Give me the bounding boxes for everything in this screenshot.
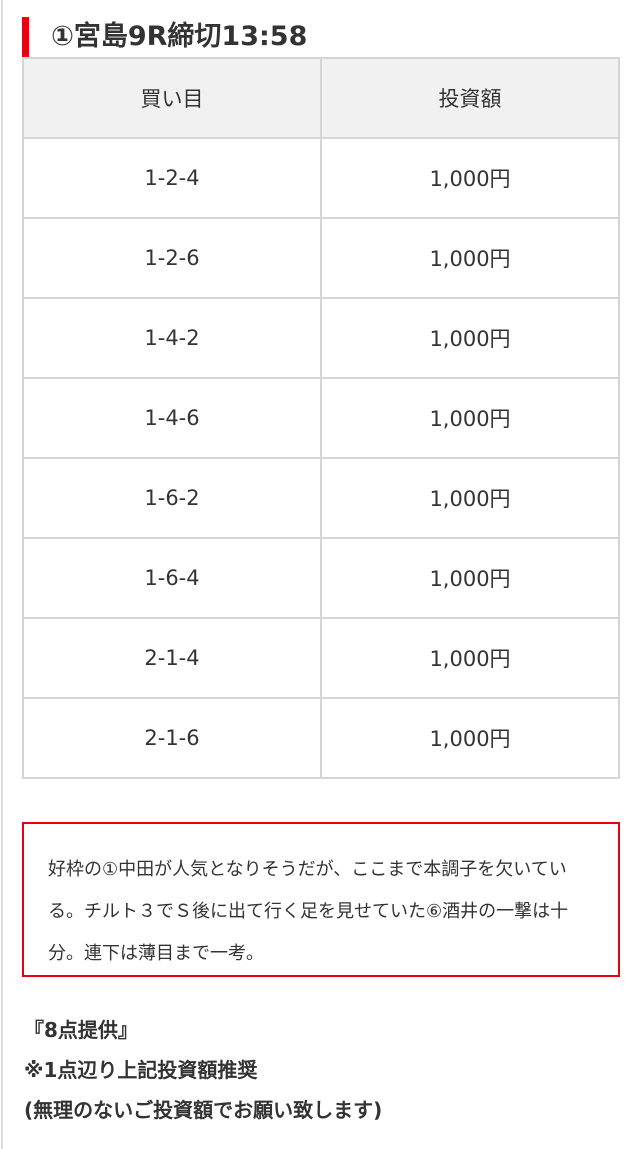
amount-cell: 1,000円 bbox=[320, 217, 620, 299]
amount-cell: 1,000円 bbox=[320, 457, 620, 539]
combination-cell: 1-2-4 bbox=[22, 137, 322, 219]
recommendation-note: ※1点辺り上記投資額推奨 bbox=[24, 1058, 258, 1082]
combination-cell: 2-1-6 bbox=[22, 697, 322, 779]
amount-cell: 1,000円 bbox=[320, 617, 620, 699]
header-amount: 投資額 bbox=[320, 57, 620, 139]
table-row: 1-2-4 1,000円 bbox=[22, 137, 620, 219]
comment-text: 好枠の①中田が人気となりそうだが、ここまで本調子を欠いている。チルト３でＳ後に出… bbox=[48, 859, 569, 964]
amount-cell: 1,000円 bbox=[320, 297, 620, 379]
combination-cell: 1-2-6 bbox=[22, 217, 322, 299]
disclaimer-note: (無理のないご投資額でお願い致します) bbox=[24, 1098, 383, 1122]
combination-cell: 2-1-4 bbox=[22, 617, 322, 699]
amount-cell: 1,000円 bbox=[320, 377, 620, 459]
amount-cell: 1,000円 bbox=[320, 137, 620, 219]
table-row: 1-6-2 1,000円 bbox=[22, 457, 620, 539]
header-combination: 買い目 bbox=[22, 57, 322, 139]
amount-cell: 1,000円 bbox=[320, 537, 620, 619]
bet-table: 買い目 投資額 1-2-4 1,000円 1-2-6 1,000円 1-4-2 1,0… bbox=[22, 57, 620, 779]
table-row: 1-4-6 1,000円 bbox=[22, 377, 620, 459]
comment-box: 好枠の①中田が人気となりそうだが、ここまで本調子を欠いている。チルト３でＳ後に出… bbox=[22, 822, 620, 977]
footer-notes: 『8点提供』 ※1点辺り上記投資額推奨 (無理のないご投資額でお願い致します) bbox=[24, 1010, 382, 1130]
combination-cell: 1-6-4 bbox=[22, 537, 322, 619]
race-title: ①宮島9R締切13:58 bbox=[22, 17, 307, 68]
table-header-row: 買い目 投資額 bbox=[22, 57, 620, 139]
table-row: 2-1-4 1,000円 bbox=[22, 617, 620, 699]
combination-cell: 1-4-6 bbox=[22, 377, 322, 459]
table-row: 1-4-2 1,000円 bbox=[22, 297, 620, 379]
combination-cell: 1-4-2 bbox=[22, 297, 322, 379]
points-offered: 『8点提供』 bbox=[24, 1018, 138, 1042]
table-row: 1-2-6 1,000円 bbox=[22, 217, 620, 299]
table-row: 1-6-4 1,000円 bbox=[22, 537, 620, 619]
left-border bbox=[1, 0, 3, 1149]
combination-cell: 1-6-2 bbox=[22, 457, 322, 539]
amount-cell: 1,000円 bbox=[320, 697, 620, 779]
table-row: 2-1-6 1,000円 bbox=[22, 697, 620, 779]
